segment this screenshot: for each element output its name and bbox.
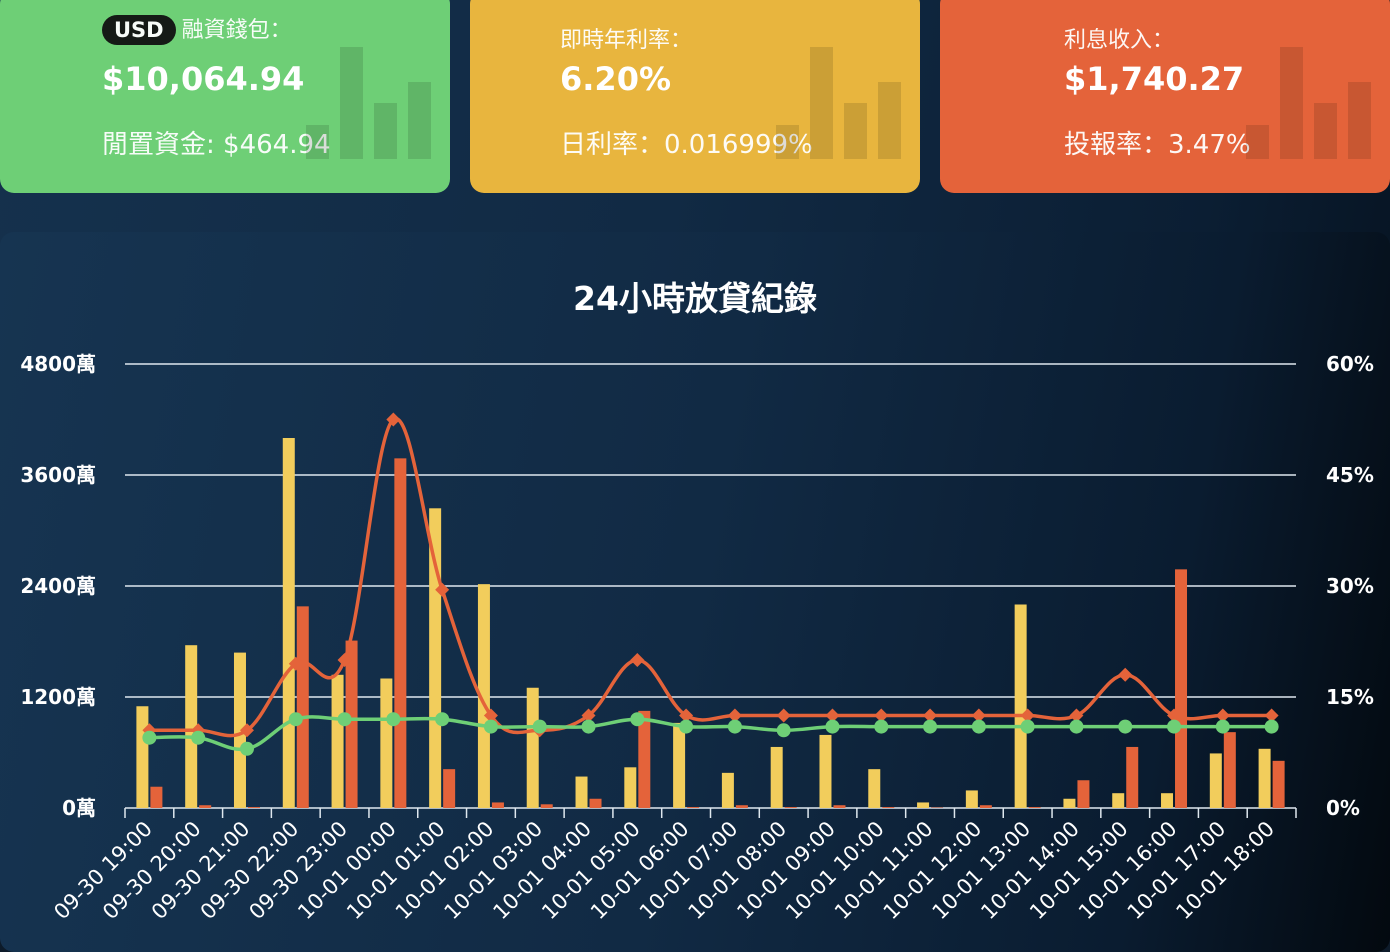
series-line [149,419,1271,736]
bar [150,787,162,808]
line-point [728,720,742,734]
bar [394,458,406,808]
bar [1112,793,1124,808]
y-left-tick-label: 1200萬 [20,685,96,709]
bar [1161,793,1173,808]
y-left-tick-label: 4800萬 [20,352,96,376]
line-point [240,742,254,756]
bar [1077,780,1089,808]
bar [199,805,211,808]
bar [771,747,783,808]
line-point [825,720,839,734]
bar [1126,747,1138,808]
bar [136,706,148,808]
y-left-tick-label: 0萬 [62,796,96,820]
line-point [435,712,449,726]
y-right-tick-label: 60% [1326,352,1374,376]
bar [1210,753,1222,808]
bar [1224,732,1236,808]
line-point [338,712,352,726]
bar [868,769,880,808]
line-point [582,720,596,734]
line-point [679,720,693,734]
line-point [533,720,547,734]
bar [917,802,929,808]
bar [380,679,392,809]
bar [429,508,441,808]
line-point [923,720,937,734]
y-right-tick-label: 30% [1326,574,1374,598]
bar [673,723,685,808]
line-point [142,731,156,745]
bar [722,773,734,808]
line-point [777,723,791,737]
bar [443,769,455,808]
series-line [149,717,1271,750]
line-point [777,709,791,723]
line-point [289,712,303,726]
bar [966,790,978,808]
y-left-tick-label: 2400萬 [20,574,96,598]
bar [882,807,894,808]
bar [1259,749,1271,808]
bar [1175,569,1187,808]
line-point [1167,720,1181,734]
bar [332,675,344,808]
bar [1273,761,1285,808]
line-point [484,720,498,734]
bar [785,807,797,808]
bar [541,804,553,808]
bar [492,802,504,808]
bar [248,807,260,808]
y-right-tick-label: 15% [1326,685,1374,709]
line-point [630,653,644,667]
bar [736,805,748,808]
line-point [874,720,888,734]
line-point [1118,668,1132,682]
line-point [1069,720,1083,734]
line-point [630,712,644,726]
bar [576,777,588,808]
bar [1015,605,1027,809]
bar [980,805,992,808]
bar [833,805,845,808]
line-point [191,731,205,745]
bar [819,735,831,808]
line-point [1021,720,1035,734]
y-right-tick-label: 45% [1326,463,1374,487]
line-point [1265,720,1279,734]
bar [1063,799,1075,808]
bar [590,799,602,808]
bar [687,807,699,808]
line-point [1118,720,1132,734]
bar [1029,807,1041,808]
bar [527,688,539,808]
bar [283,438,295,808]
line-point [972,720,986,734]
bar [624,767,636,808]
bar [297,606,309,808]
y-left-tick-label: 3600萬 [20,463,96,487]
line-point [386,712,400,726]
line-point [1216,720,1230,734]
y-right-tick-label: 0% [1326,796,1360,820]
